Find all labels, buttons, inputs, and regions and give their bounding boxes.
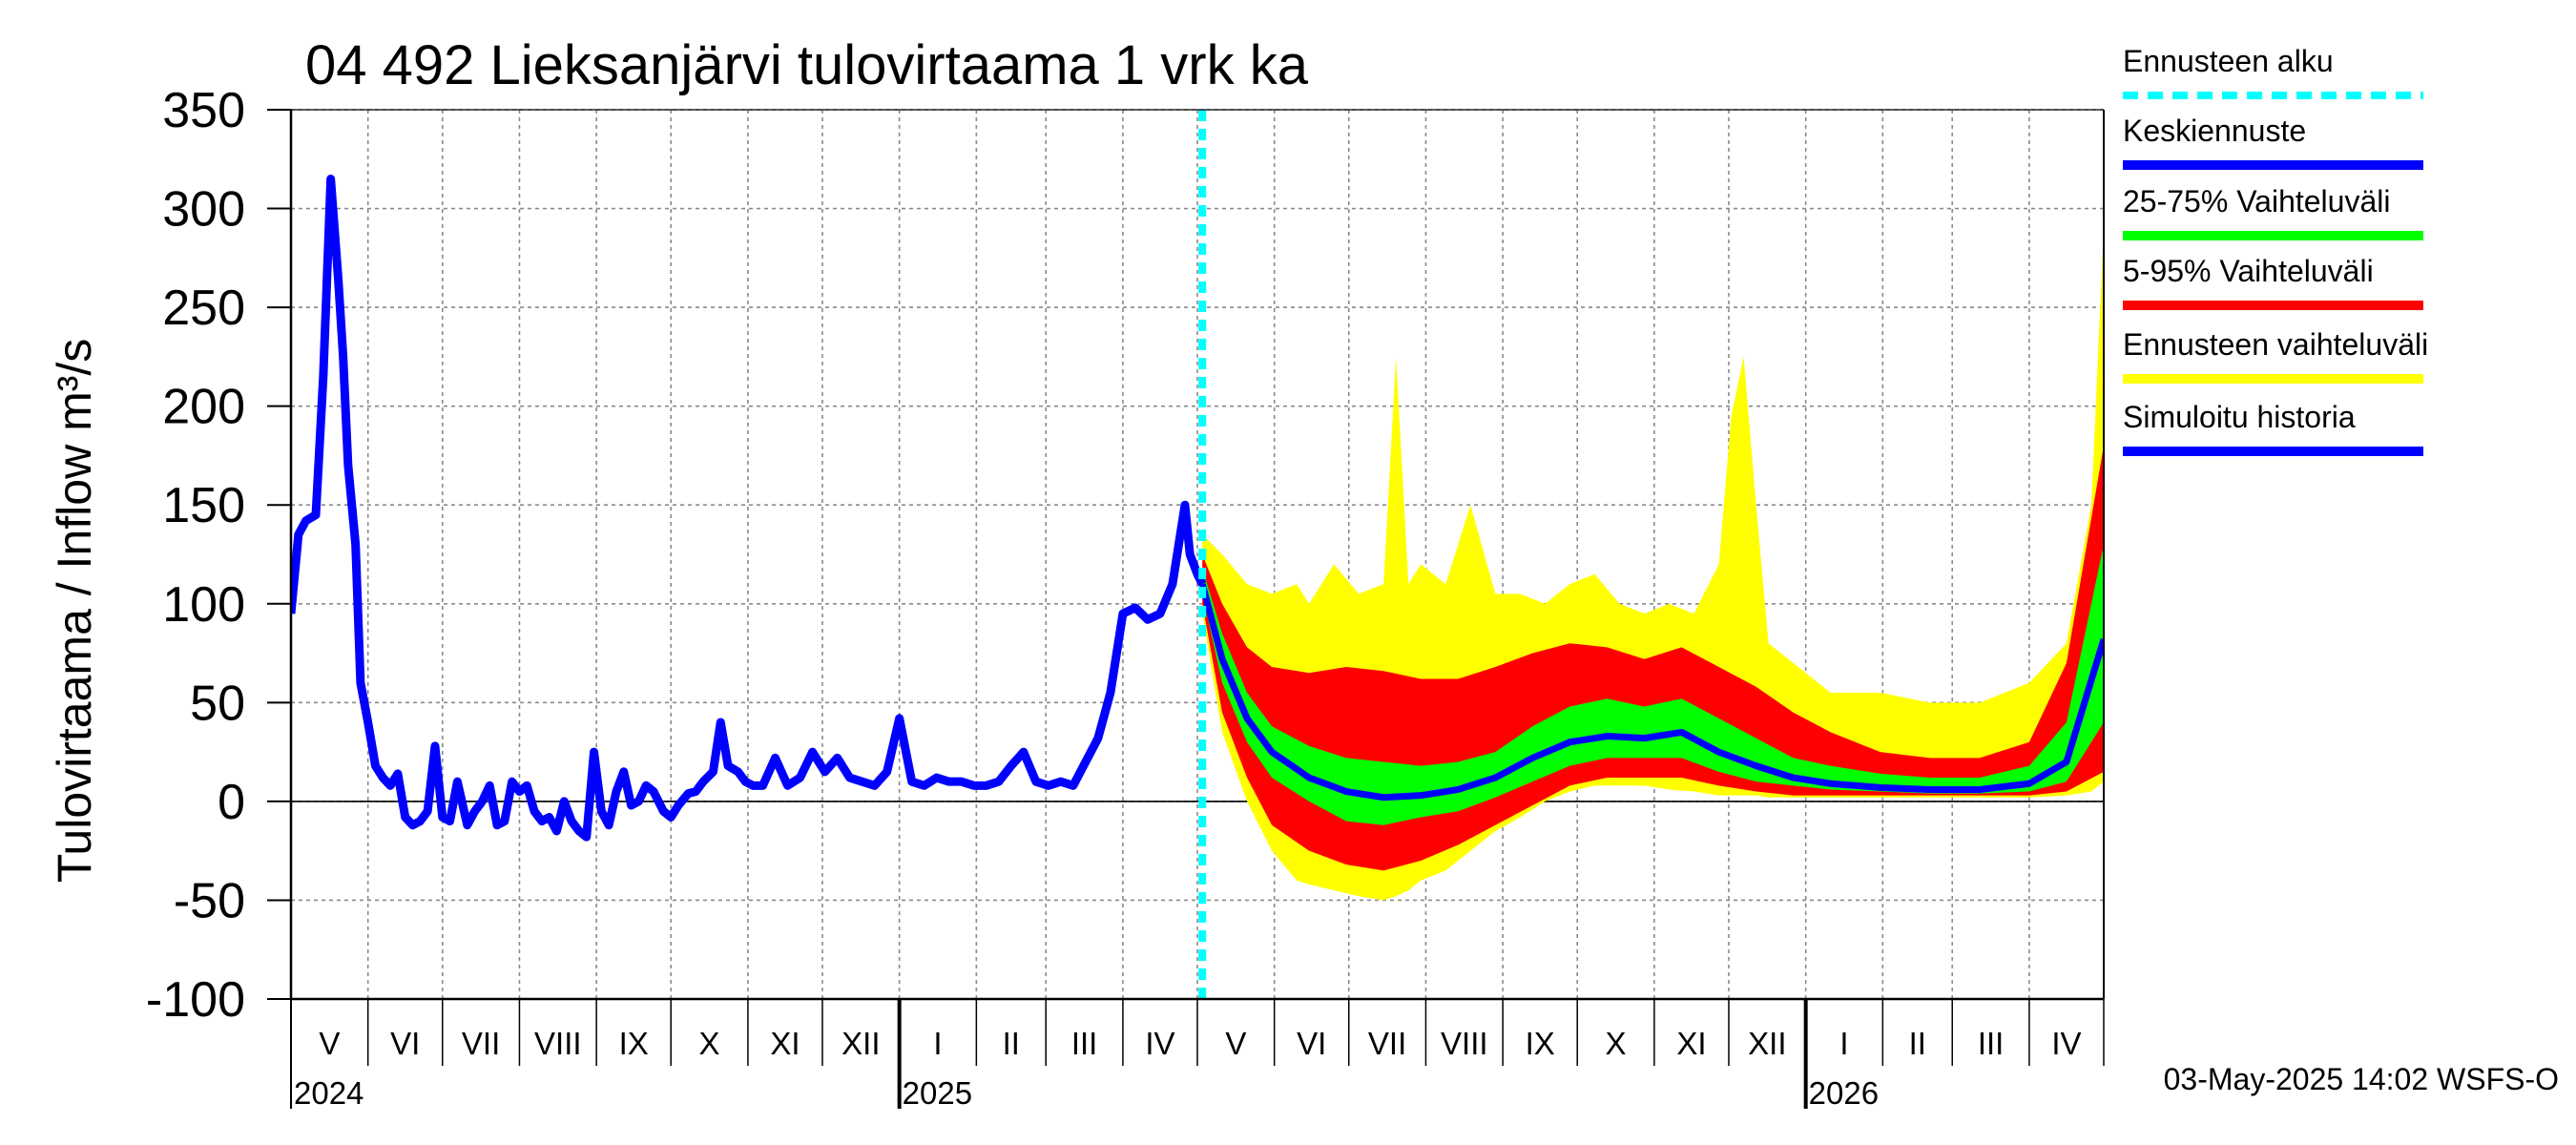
- month-label: VI: [1297, 1026, 1326, 1061]
- month-label: III: [1071, 1026, 1098, 1061]
- range-5-95-band: [1202, 446, 2104, 871]
- y-tick-label: 150: [162, 478, 245, 533]
- month-label: IV: [1145, 1026, 1174, 1061]
- month-label: XI: [1676, 1026, 1706, 1061]
- month-label: VI: [390, 1026, 420, 1061]
- month-label: VIII: [1441, 1026, 1488, 1061]
- year-label: 2024: [294, 1075, 364, 1111]
- y-tick-label: 100: [162, 577, 245, 633]
- legend-label: Ennusteen alku: [2123, 44, 2334, 78]
- year-label: 2025: [903, 1075, 972, 1111]
- legend-label: Ennusteen vaihteluväli: [2123, 327, 2428, 362]
- month-label: II: [1909, 1026, 1926, 1061]
- month-label: X: [699, 1026, 720, 1061]
- y-tick-label: 0: [218, 775, 245, 830]
- y-tick-label: 350: [162, 83, 245, 138]
- month-label: XI: [770, 1026, 800, 1061]
- month-label: IX: [1526, 1026, 1555, 1061]
- legend-label: 25-75% Vaihteluväli: [2123, 184, 2390, 219]
- month-label: VIII: [534, 1026, 582, 1061]
- series-lines: [291, 110, 2104, 999]
- forecast-bands: [1202, 228, 2104, 901]
- median-forecast-line: [1198, 583, 2104, 802]
- chart-title: 04 492 Lieksanjärvi tulovirtaama 1 vrk k…: [305, 34, 1309, 96]
- grid: [290, 109, 2105, 1000]
- month-label: IV: [2051, 1026, 2081, 1061]
- month-label: II: [1003, 1026, 1020, 1061]
- timestamp-label: 03-May-2025 14:02 WSFS-O: [2164, 1062, 2559, 1096]
- y-tick-label: -100: [146, 972, 245, 1028]
- y-tick-label: 200: [162, 380, 245, 435]
- y-tick-label: 50: [190, 676, 245, 731]
- month-label: VII: [1368, 1026, 1406, 1061]
- month-label: IX: [619, 1026, 649, 1061]
- year-label: 2026: [1809, 1075, 1879, 1111]
- legend-label: 5-95% Vaihteluväli: [2123, 254, 2374, 288]
- legend: Ennusteen alku Keskiennuste 25-75% Vaihtel…: [2123, 44, 2428, 456]
- y-tick-label: -50: [174, 873, 245, 928]
- month-label: V: [319, 1026, 340, 1061]
- simulated-history-line: [291, 174, 1207, 842]
- month-label: V: [1225, 1026, 1246, 1061]
- month-label: VII: [462, 1026, 500, 1061]
- y-axis-label: Tulovirtaama / Inflow m³/s: [48, 339, 101, 884]
- month-label: XII: [1748, 1026, 1786, 1061]
- month-label: X: [1606, 1026, 1627, 1061]
- legend-label: Simuloitu historia: [2123, 400, 2356, 434]
- month-label: III: [1978, 1026, 2005, 1061]
- month-label: I: [933, 1026, 942, 1061]
- legend-label: Keskiennuste: [2123, 114, 2306, 148]
- month-label: I: [1839, 1026, 1848, 1061]
- month-label: XII: [841, 1026, 880, 1061]
- y-tick-label: 300: [162, 182, 245, 238]
- y-tick-label: 250: [162, 281, 245, 336]
